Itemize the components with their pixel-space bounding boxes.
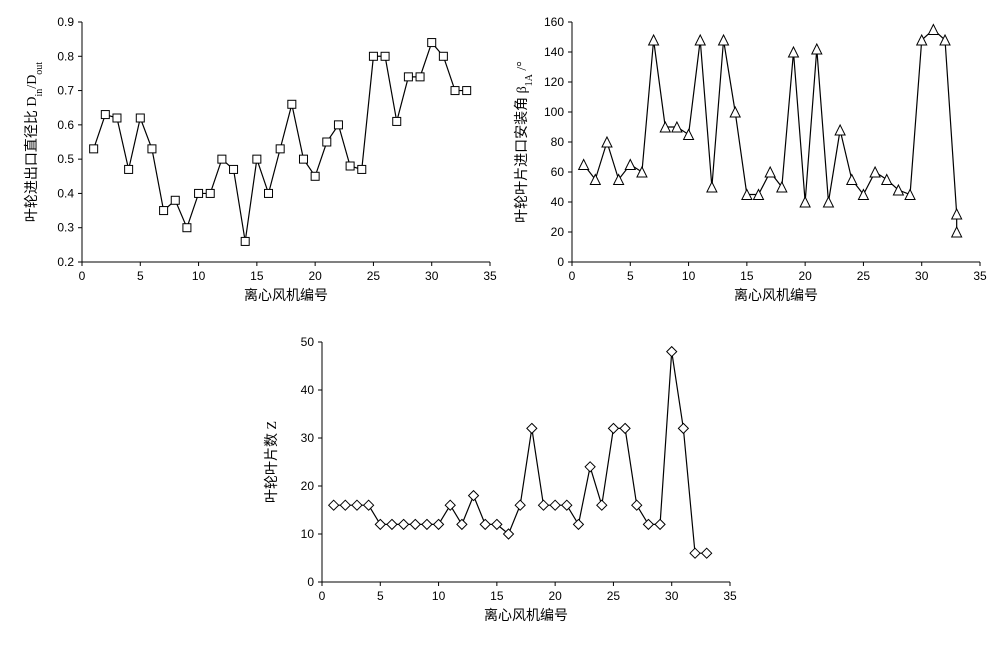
svg-text:0.9: 0.9 xyxy=(57,15,74,29)
chart-inlet-angle: 0 5 10 15 20 25 30 35 0 20 40 60 80 100 120 140 160 离心风机编… xyxy=(510,10,990,310)
svg-text:叶轮叶片进口安装角 β1A /°: 叶轮叶片进口安装角 β1A /° xyxy=(514,61,535,223)
svg-text:20: 20 xyxy=(301,479,315,493)
svg-text:10: 10 xyxy=(192,269,206,283)
svg-text:40: 40 xyxy=(301,383,315,397)
chart1-svg: 0 5 10 15 20 25 30 35 0.2 0.3 0.4 0.5 0.6 0.7 0.8 0.9 离心… xyxy=(20,10,500,310)
svg-text:30: 30 xyxy=(425,269,439,283)
svg-text:30: 30 xyxy=(915,269,929,283)
svg-text:0.7: 0.7 xyxy=(57,84,74,98)
chart-diameter-ratio: 0 5 10 15 20 25 30 35 0.2 0.3 0.4 0.5 0.6 0.7 0.8 0.9 离心… xyxy=(20,10,500,310)
svg-text:0.6: 0.6 xyxy=(57,118,74,132)
svg-text:35: 35 xyxy=(483,269,497,283)
svg-text:25: 25 xyxy=(607,589,621,603)
svg-text:0: 0 xyxy=(319,589,326,603)
chart2-svg: 0 5 10 15 20 25 30 35 0 20 40 60 80 100 120 140 160 离心风机编… xyxy=(510,10,990,310)
svg-text:20: 20 xyxy=(548,589,562,603)
svg-text:140: 140 xyxy=(544,45,564,59)
svg-text:160: 160 xyxy=(544,15,564,29)
svg-text:60: 60 xyxy=(551,165,565,179)
svg-text:5: 5 xyxy=(627,269,634,283)
svg-text:15: 15 xyxy=(490,589,504,603)
svg-text:15: 15 xyxy=(740,269,754,283)
svg-text:离心风机编号: 离心风机编号 xyxy=(734,287,818,304)
svg-text:35: 35 xyxy=(723,589,737,603)
svg-text:0: 0 xyxy=(307,575,314,589)
svg-text:10: 10 xyxy=(432,589,446,603)
svg-text:25: 25 xyxy=(367,269,381,283)
svg-text:0: 0 xyxy=(79,269,86,283)
svg-text:20: 20 xyxy=(308,269,322,283)
svg-text:5: 5 xyxy=(377,589,384,603)
svg-text:100: 100 xyxy=(544,105,564,119)
svg-text:80: 80 xyxy=(551,135,565,149)
svg-text:50: 50 xyxy=(301,335,315,349)
svg-text:10: 10 xyxy=(301,527,315,541)
svg-text:0: 0 xyxy=(557,255,564,269)
svg-text:20: 20 xyxy=(798,269,812,283)
svg-text:0: 0 xyxy=(569,269,576,283)
svg-text:5: 5 xyxy=(137,269,144,283)
chart-blade-count: 0 5 10 15 20 25 30 35 0 10 20 30 40 50 离心风机编号 叶轮叶片数 Z xyxy=(260,330,740,630)
figure-page: { "layout":{ "page_w":1000,"page_h":655,… xyxy=(0,0,1000,655)
svg-text:叶轮叶片数 Z: 叶轮叶片数 Z xyxy=(264,421,280,503)
svg-text:35: 35 xyxy=(973,269,987,283)
chart3-svg: 0 5 10 15 20 25 30 35 0 10 20 30 40 50 离心风机编号 叶轮叶片数 Z xyxy=(260,330,740,630)
svg-text:离心风机编号: 离心风机编号 xyxy=(244,287,328,304)
svg-text:10: 10 xyxy=(682,269,696,283)
svg-text:0.3: 0.3 xyxy=(57,221,74,235)
svg-text:20: 20 xyxy=(551,225,565,239)
svg-text:0.5: 0.5 xyxy=(57,152,74,166)
svg-text:40: 40 xyxy=(551,195,565,209)
svg-text:25: 25 xyxy=(857,269,871,283)
svg-text:0.4: 0.4 xyxy=(57,186,74,200)
svg-text:0.8: 0.8 xyxy=(57,49,74,63)
svg-text:离心风机编号: 离心风机编号 xyxy=(484,607,568,624)
svg-text:0.2: 0.2 xyxy=(57,255,74,269)
svg-text:120: 120 xyxy=(544,75,564,89)
svg-text:30: 30 xyxy=(301,431,315,445)
svg-text:叶轮进出口直径比 Din/Dout: 叶轮进出口直径比 Din/Dout xyxy=(23,62,45,222)
svg-text:15: 15 xyxy=(250,269,264,283)
svg-text:30: 30 xyxy=(665,589,679,603)
